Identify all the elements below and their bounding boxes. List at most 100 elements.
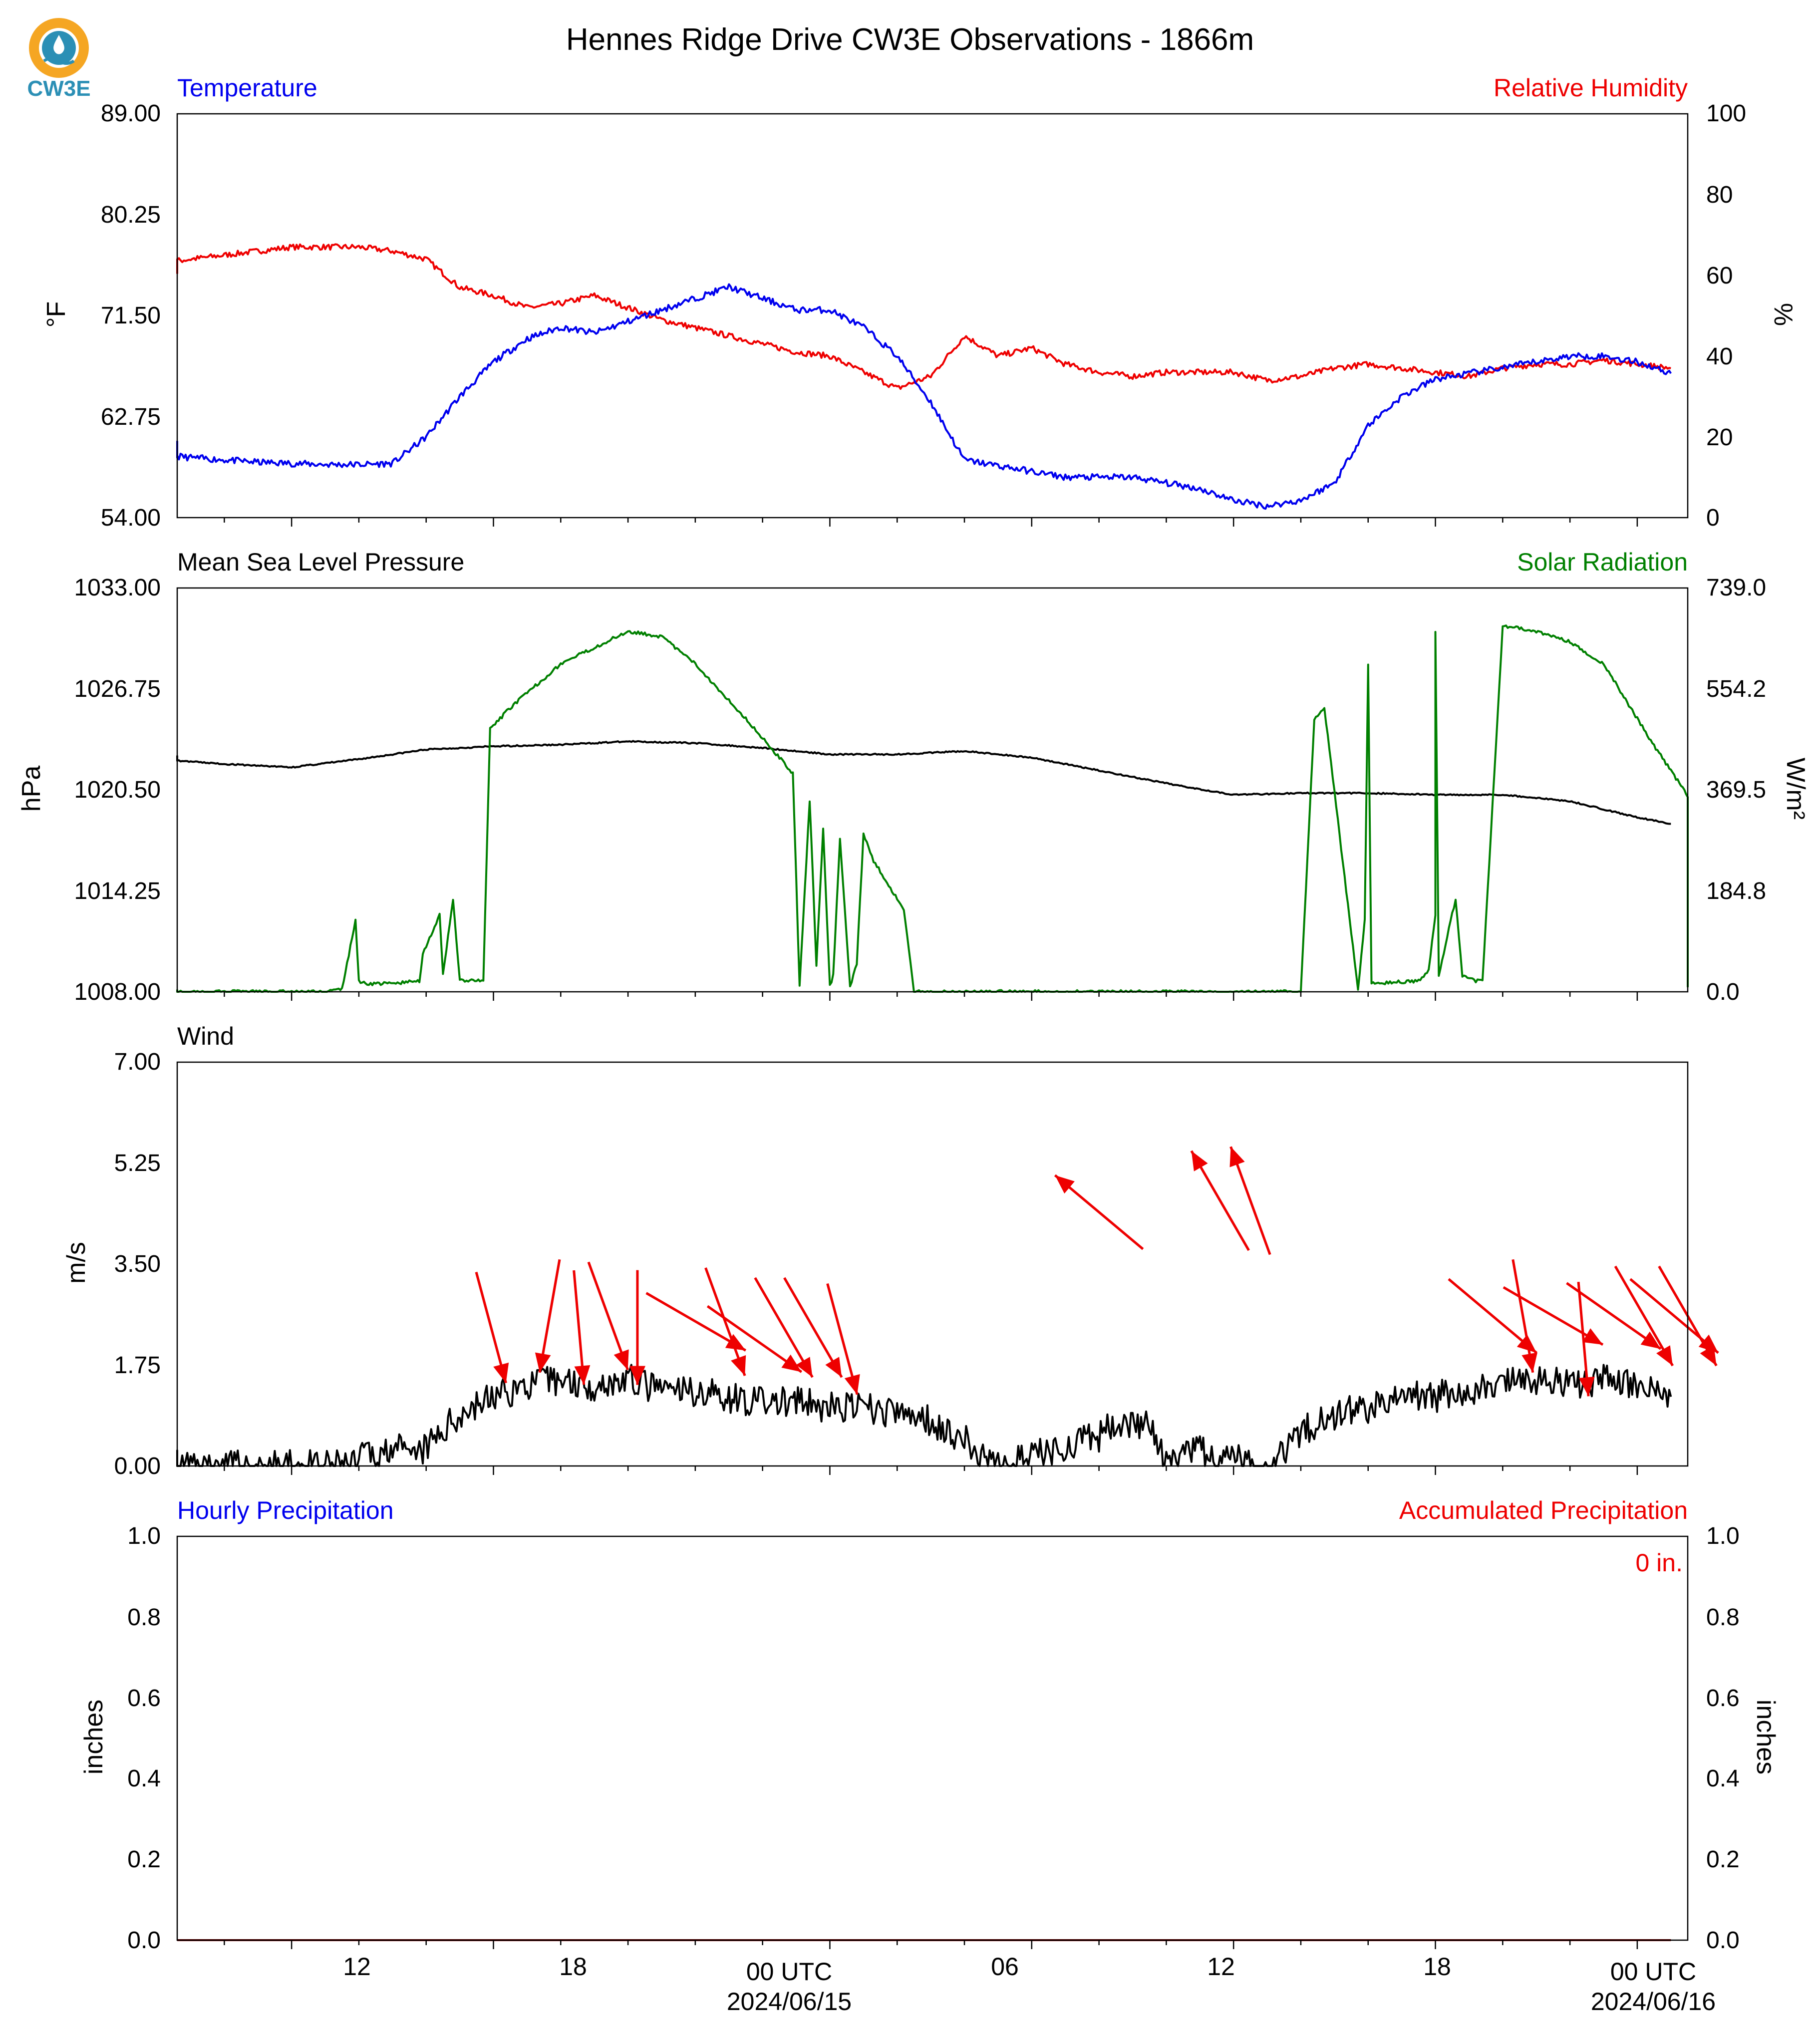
wind-arrow-shaft	[1229, 1146, 1271, 1255]
panel-pressure-solar: Mean Sea Level Pressure Solar Radiation …	[17, 548, 1810, 1005]
precip-tick-label: 0.0	[127, 1927, 161, 1954]
precip-tick-label: 0.8	[1706, 1604, 1740, 1631]
wind-tick-label: 5.25	[114, 1150, 161, 1176]
rh-tick-label: 80	[1706, 182, 1733, 208]
wind-arrow-head	[1656, 1345, 1673, 1366]
precip-left-y-ticks: 0.0 0.2 0.4 0.6 0.8 1.0	[127, 1523, 161, 1954]
wind-arrow-head	[574, 1365, 591, 1385]
wind-arrow-shaft	[826, 1283, 859, 1395]
pressure-tick-label: 1026.75	[74, 676, 161, 702]
wind-arrow-shaft	[587, 1261, 629, 1371]
panel-frame	[176, 113, 1689, 519]
wind-arrow-head	[1055, 1175, 1075, 1194]
precip-tick-label: 0.6	[127, 1685, 161, 1712]
solar-title: Solar Radiation	[1517, 548, 1688, 576]
wind-arrow-shaft	[1512, 1259, 1534, 1373]
cw3e-logo: CW3E	[27, 18, 91, 101]
pressure-tick-label: 1033.00	[74, 575, 161, 601]
panel-frame	[176, 587, 1689, 993]
humidity-title: Relative Humidity	[1494, 74, 1688, 102]
pressure-tick-label: 1008.00	[74, 979, 161, 1005]
temp-tick-label: 62.75	[101, 404, 161, 430]
wind-arrow-shaft	[1629, 1278, 1719, 1354]
accumulated-total-annotation: 0 in.	[1635, 1549, 1683, 1577]
x-axis-labels: 12 18 00 UTC 06 12 18 00 UTC 2024/06/15 …	[343, 1953, 1716, 2016]
wind-axis-label: m/s	[62, 1242, 91, 1284]
precip-tick-label: 0.4	[1706, 1765, 1740, 1792]
precip-tick-label: 0.8	[127, 1604, 161, 1631]
rh-tick-label: 100	[1706, 100, 1746, 127]
wind-arrow-shaft	[538, 1259, 561, 1373]
wind-arrow-head	[613, 1349, 629, 1370]
wind-arrow-head	[1700, 1345, 1717, 1366]
wind-lines	[176, 1364, 1672, 1467]
wind-tick-label: 7.00	[114, 1049, 161, 1075]
wind-arrow-head	[781, 1354, 802, 1372]
temperature-title: Temperature	[177, 74, 317, 102]
precip-tick-label: 0.2	[127, 1846, 161, 1873]
pressure-solar-lines	[176, 624, 1689, 993]
x-tick-label: 00 UTC	[746, 1958, 832, 1986]
wind-arrow-head	[1578, 1377, 1595, 1397]
wind-arrow-shaft	[1190, 1150, 1250, 1251]
precip-tick-label: 0.2	[1706, 1846, 1740, 1873]
x-tick-marks	[224, 518, 1638, 527]
pressure-tick-label: 1020.50	[74, 777, 161, 803]
date-label: 2024/06/15	[727, 1988, 852, 2016]
temperature-axis-label: °F	[42, 301, 71, 328]
x-tick-marks	[224, 1466, 1638, 1475]
wind-arrow-head	[1521, 1352, 1537, 1373]
pressure-title: Mean Sea Level Pressure	[177, 548, 464, 576]
wind-arrow-shaft	[1577, 1281, 1590, 1397]
wind-arrow-head	[725, 1334, 746, 1351]
panel-frame	[176, 1535, 1689, 1941]
precip-tick-label: 1.0	[127, 1523, 161, 1549]
solar-tick-label: 554.2	[1706, 676, 1766, 702]
wind-arrow-head	[1582, 1328, 1603, 1345]
logo-ring	[29, 18, 89, 78]
precip-tick-label: 0.0	[1706, 1927, 1740, 1954]
wind-arrows	[475, 1146, 1719, 1397]
temp-tick-label: 54.00	[101, 505, 161, 531]
wind-arrow-shaft	[1503, 1286, 1604, 1346]
solar-axis-label: W/m²	[1781, 758, 1810, 820]
temp-tick-label: 89.00	[101, 100, 161, 127]
pressure-line	[176, 740, 1671, 825]
x-tick-marks	[224, 1940, 1638, 1949]
precip-tick-label: 0.4	[127, 1765, 161, 1792]
wind-tick-label: 0.00	[114, 1453, 161, 1479]
x-tick-label: 12	[1207, 1953, 1235, 1981]
wind-arrow-shaft	[706, 1305, 803, 1373]
wind-arrow-head	[1191, 1151, 1208, 1171]
wind-arrow-head	[1229, 1147, 1245, 1167]
pressure-axis-label: hPa	[17, 766, 46, 812]
chart-title: Hennes Ridge Drive CW3E Observations - 1…	[566, 22, 1254, 57]
wind-arrow-shaft	[704, 1267, 746, 1376]
wave-icon	[43, 57, 75, 65]
solar-tick-label: 739.0	[1706, 575, 1766, 601]
wind-tick-label: 1.75	[114, 1352, 161, 1379]
panel-frame	[176, 1061, 1689, 1467]
temperature-y-ticks: 54.00 62.75 71.50 80.25 89.00	[101, 100, 161, 531]
x-tick-label: 12	[343, 1953, 371, 1981]
precip-right-axis-label: inches	[1751, 1700, 1780, 1774]
x-tick-label: 06	[991, 1953, 1019, 1981]
temp-tick-label: 71.50	[101, 302, 161, 329]
water-drop-icon	[53, 35, 64, 54]
wind-arrow-head	[493, 1362, 509, 1383]
logo-text: CW3E	[27, 76, 90, 101]
wind-arrow-shaft	[475, 1271, 507, 1384]
accumulated-precip-title: Accumulated Precipitation	[1399, 1496, 1688, 1524]
panel-wind: Wind 0.00 1.75 3.50 5.25 7.00 m/s	[62, 1022, 1719, 1479]
solar-tick-label: 0.0	[1706, 979, 1740, 1005]
rh-tick-label: 60	[1706, 263, 1733, 289]
wind-arrow-shaft	[783, 1277, 843, 1378]
humidity-y-ticks: 0 20 40 60 80 100	[1706, 100, 1746, 531]
rh-tick-label: 40	[1706, 343, 1733, 370]
solar-y-ticks: 0.0 184.8 369.5 554.2 739.0	[1706, 575, 1766, 1005]
rh-tick-label: 20	[1706, 424, 1733, 451]
precip-tick-label: 0.6	[1706, 1685, 1740, 1712]
wind-arrow-head	[844, 1374, 860, 1395]
precip-right-y-ticks: 0.0 0.2 0.4 0.6 0.8 1.0	[1706, 1523, 1740, 1954]
